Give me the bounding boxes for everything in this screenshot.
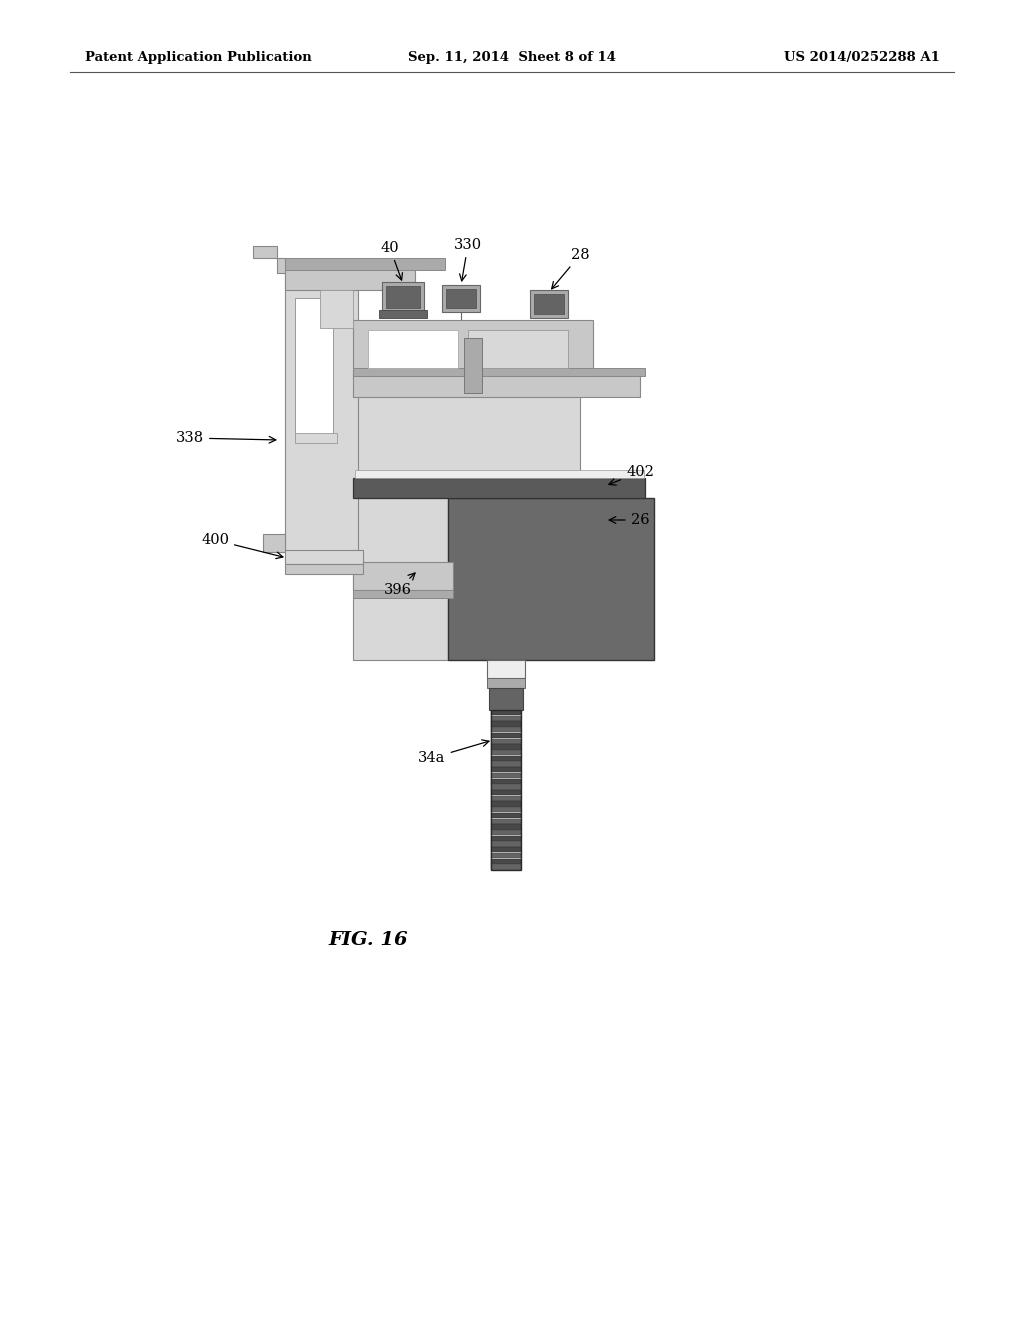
Bar: [490, 727, 521, 733]
Bar: [353, 498, 449, 660]
Bar: [490, 858, 521, 863]
Bar: [490, 784, 521, 789]
Bar: [382, 282, 424, 312]
Bar: [490, 756, 521, 760]
Bar: [295, 298, 333, 438]
Bar: [490, 847, 521, 853]
Bar: [490, 853, 521, 858]
Bar: [353, 374, 640, 397]
Bar: [368, 330, 458, 368]
Bar: [353, 590, 453, 598]
Bar: [490, 733, 521, 738]
Bar: [490, 830, 521, 836]
Bar: [490, 722, 521, 727]
Bar: [386, 286, 420, 308]
Bar: [379, 310, 427, 318]
Polygon shape: [263, 535, 285, 552]
Bar: [285, 564, 362, 574]
Bar: [490, 767, 521, 772]
Bar: [295, 433, 337, 444]
Bar: [285, 257, 445, 271]
Bar: [468, 330, 568, 368]
Text: Patent Application Publication: Patent Application Publication: [85, 51, 311, 65]
Bar: [490, 824, 521, 829]
Bar: [442, 285, 480, 312]
Bar: [353, 368, 645, 376]
Bar: [285, 268, 358, 562]
Bar: [489, 688, 523, 710]
Bar: [490, 710, 521, 870]
Text: 28: 28: [552, 248, 590, 289]
Bar: [490, 750, 521, 755]
Bar: [285, 550, 362, 564]
Bar: [490, 818, 521, 824]
Polygon shape: [253, 246, 285, 273]
Bar: [490, 772, 521, 777]
Bar: [490, 762, 521, 767]
Bar: [490, 836, 521, 841]
Text: 34a: 34a: [419, 741, 489, 766]
Bar: [464, 338, 482, 393]
Text: Sep. 11, 2014  Sheet 8 of 14: Sep. 11, 2014 Sheet 8 of 14: [408, 51, 616, 65]
Bar: [490, 744, 521, 750]
Bar: [530, 290, 568, 318]
Bar: [490, 813, 521, 818]
Bar: [490, 865, 521, 870]
Bar: [355, 470, 644, 478]
Bar: [490, 710, 521, 715]
Bar: [449, 498, 654, 660]
Bar: [487, 678, 525, 688]
Bar: [353, 562, 453, 590]
Bar: [353, 395, 580, 562]
Bar: [285, 268, 415, 290]
Text: 338: 338: [176, 432, 275, 445]
Bar: [490, 789, 521, 795]
Bar: [490, 779, 521, 784]
Text: 26: 26: [609, 513, 649, 527]
Text: US 2014/0252288 A1: US 2014/0252288 A1: [784, 51, 940, 65]
Bar: [487, 660, 525, 678]
Bar: [490, 807, 521, 812]
Text: FIG. 16: FIG. 16: [328, 931, 408, 949]
Bar: [490, 841, 521, 846]
Bar: [353, 478, 645, 498]
Text: 40: 40: [381, 242, 402, 280]
Text: 396: 396: [384, 573, 415, 597]
Text: 400: 400: [201, 533, 283, 558]
Bar: [446, 289, 476, 308]
Bar: [353, 319, 593, 378]
Bar: [490, 796, 521, 801]
Text: 330: 330: [454, 238, 482, 281]
Bar: [490, 715, 521, 721]
Text: 402: 402: [609, 465, 654, 484]
Bar: [490, 739, 521, 744]
Polygon shape: [319, 290, 353, 327]
Bar: [490, 801, 521, 807]
Bar: [534, 294, 564, 314]
